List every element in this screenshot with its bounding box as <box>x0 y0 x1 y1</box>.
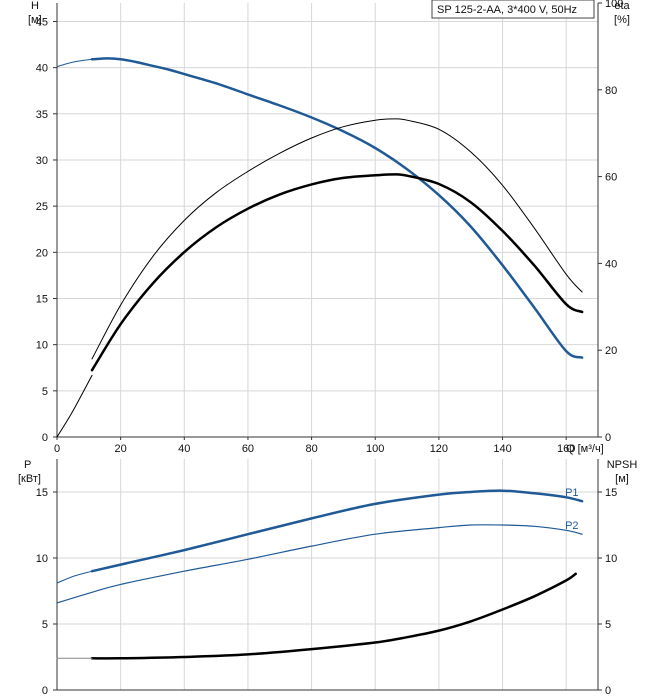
right-tick-label: 10 <box>605 553 617 565</box>
right-axis-title: NPSH <box>607 459 638 471</box>
right-tick-label: 60 <box>605 172 617 184</box>
left-tick-label: 0 <box>42 685 48 697</box>
model-title: SP 125-2-AA, 3*400 V, 50Hz <box>437 4 577 16</box>
left-tick-label: 10 <box>36 340 48 352</box>
left-tick-label: 5 <box>42 619 48 631</box>
right-tick-label: 80 <box>605 85 617 97</box>
right-tick-label: 100 <box>605 0 623 10</box>
series-line-1-2 <box>56 524 583 604</box>
left-tick-label: 45 <box>36 16 48 28</box>
x-tick-label: 160 <box>557 443 575 455</box>
right-tick-label: 0 <box>605 685 611 697</box>
x-tick-label: 20 <box>115 443 127 455</box>
series-line-0-2 <box>90 173 584 372</box>
series-line-0-4 <box>56 374 93 438</box>
series-label-P1: P1 <box>565 487 578 499</box>
left-axis-unit: [м] <box>28 14 42 26</box>
x-tick-label: 100 <box>366 443 384 455</box>
left-tick-label: 30 <box>36 155 48 167</box>
x-tick-label: 80 <box>305 443 317 455</box>
left-tick-label: 0 <box>42 432 48 444</box>
right-axis-unit: [%] <box>614 14 630 26</box>
head-efficiency-panel: 0 5 10 15 20 25 30 35 40 45 0 20 40 60 80 100 H [м] eta [%]… <box>28 0 631 455</box>
series-label-P2: P2 <box>565 520 578 532</box>
right-tick-label: 5 <box>605 619 611 631</box>
left-axis-unit: [кВт] <box>18 473 41 485</box>
x-tick-label: 40 <box>178 443 190 455</box>
series-line-1-1 <box>56 570 93 584</box>
model-title-box <box>431 0 595 19</box>
power-npsh-panel: 0 5 10 15 0 5 10 15 P [кВт] NPSH [м] P1 P2 <box>18 459 637 697</box>
left-tick-label: 10 <box>36 553 48 565</box>
left-axis-title: P <box>24 459 31 471</box>
left-tick-label: 15 <box>36 487 48 499</box>
right-tick-label: 15 <box>605 487 617 499</box>
left-axis-title: H <box>31 0 39 12</box>
series-line-1-0 <box>90 489 584 573</box>
x-tick-label: 0 <box>54 443 60 455</box>
series-line-1-3 <box>90 572 577 660</box>
series-line-0-3 <box>91 118 583 360</box>
right-axis-title: eta <box>614 0 630 12</box>
x-tick-label: 120 <box>430 443 448 455</box>
series-line-0-1 <box>56 58 93 68</box>
right-tick-label: 20 <box>605 345 617 357</box>
right-tick-label: 40 <box>605 258 617 270</box>
left-tick-label: 35 <box>36 109 48 121</box>
left-tick-label: 40 <box>36 63 48 75</box>
left-tick-label: 5 <box>42 386 48 398</box>
series-line-0-0 <box>90 57 584 359</box>
x-tick-label: 60 <box>242 443 254 455</box>
x-tick-label: 140 <box>493 443 511 455</box>
right-axis-unit: [м] <box>615 473 629 485</box>
x-axis-title: Q [м³/ч] <box>566 443 604 455</box>
right-tick-label: 0 <box>605 432 611 444</box>
left-tick-label: 15 <box>36 293 48 305</box>
left-tick-label: 25 <box>36 201 48 213</box>
left-tick-label: 20 <box>36 247 48 259</box>
